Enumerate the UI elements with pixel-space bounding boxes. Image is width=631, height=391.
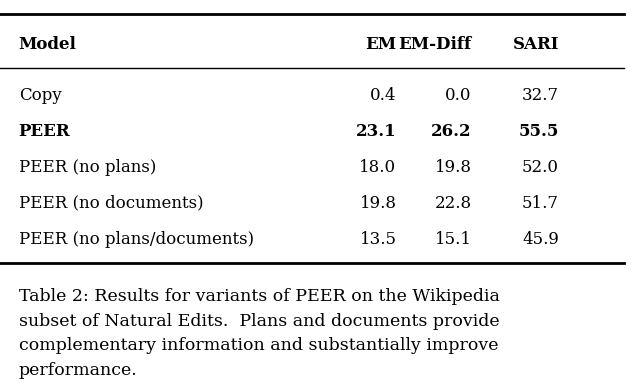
Text: 55.5: 55.5 [519,123,559,140]
Text: SARI: SARI [512,36,559,54]
Text: PEER (no plans): PEER (no plans) [19,159,156,176]
Text: 23.1: 23.1 [356,123,396,140]
Text: 13.5: 13.5 [360,231,396,248]
Text: 15.1: 15.1 [435,231,471,248]
Text: 22.8: 22.8 [434,195,471,212]
Text: PEER: PEER [19,123,71,140]
Text: Copy: Copy [19,87,61,104]
Text: PEER (no documents): PEER (no documents) [19,195,203,212]
Text: 45.9: 45.9 [522,231,559,248]
Text: EM-Diff: EM-Diff [398,36,471,54]
Text: 0.0: 0.0 [445,87,471,104]
Text: Model: Model [19,36,76,54]
Text: 18.0: 18.0 [360,159,396,176]
Text: PEER (no plans/documents): PEER (no plans/documents) [19,231,254,248]
Text: Table 2: Results for variants of PEER on the Wikipedia
subset of Natural Edits. : Table 2: Results for variants of PEER on… [19,288,500,379]
Text: 19.8: 19.8 [360,195,396,212]
Text: 26.2: 26.2 [431,123,471,140]
Text: 0.4: 0.4 [370,87,396,104]
Text: EM: EM [365,36,396,54]
Text: 52.0: 52.0 [522,159,559,176]
Text: 51.7: 51.7 [522,195,559,212]
Text: 32.7: 32.7 [522,87,559,104]
Text: 19.8: 19.8 [435,159,471,176]
